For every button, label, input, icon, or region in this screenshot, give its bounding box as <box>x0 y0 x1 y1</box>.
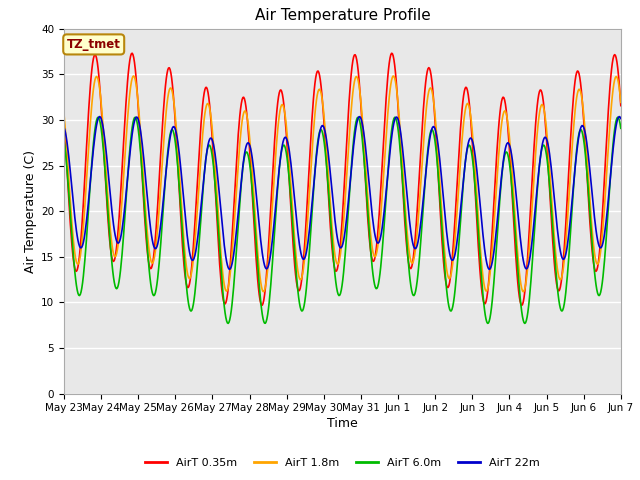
AirT 1.8m <box>617 99 625 105</box>
AirT 6.0m <box>185 301 193 307</box>
AirT 6.0m <box>60 137 68 143</box>
Legend: AirT 0.35m, AirT 1.8m, AirT 6.0m, AirT 22m: AirT 0.35m, AirT 1.8m, AirT 6.0m, AirT 2… <box>141 454 544 473</box>
X-axis label: Time: Time <box>327 418 358 431</box>
Title: Air Temperature Profile: Air Temperature Profile <box>255 9 430 24</box>
Text: TZ_tmet: TZ_tmet <box>67 38 121 51</box>
AirT 22m <box>214 179 222 184</box>
AirT 1.8m <box>428 85 435 91</box>
AirT 0.35m <box>411 240 419 246</box>
AirT 22m <box>617 116 625 121</box>
AirT 6.0m <box>214 223 222 229</box>
Line: AirT 0.35m: AirT 0.35m <box>64 53 621 305</box>
AirT 6.0m <box>428 128 435 133</box>
AirT 6.0m <box>70 261 78 267</box>
AirT 1.8m <box>130 73 138 79</box>
AirT 0.35m <box>128 50 136 56</box>
Line: AirT 22m: AirT 22m <box>64 117 621 269</box>
AirT 0.35m <box>214 238 222 243</box>
AirT 1.8m <box>411 251 419 257</box>
AirT 22m <box>60 124 68 130</box>
AirT 22m <box>226 266 234 272</box>
AirT 0.35m <box>428 72 435 78</box>
AirT 0.35m <box>518 302 525 308</box>
AirT 0.35m <box>127 51 135 57</box>
Line: AirT 1.8m: AirT 1.8m <box>64 76 621 292</box>
AirT 22m <box>128 132 136 137</box>
AirT 6.0m <box>411 291 419 297</box>
AirT 0.35m <box>70 262 78 267</box>
AirT 1.8m <box>214 210 222 216</box>
AirT 1.8m <box>185 275 193 281</box>
AirT 6.0m <box>521 321 529 326</box>
AirT 22m <box>185 244 193 250</box>
AirT 0.35m <box>185 284 193 289</box>
AirT 22m <box>428 126 436 132</box>
AirT 6.0m <box>128 125 136 131</box>
AirT 6.0m <box>94 114 102 120</box>
AirT 0.35m <box>60 117 68 123</box>
AirT 1.8m <box>127 79 135 85</box>
AirT 1.8m <box>520 289 527 295</box>
AirT 22m <box>70 207 78 213</box>
Y-axis label: Air Temperature (C): Air Temperature (C) <box>24 150 37 273</box>
Line: AirT 6.0m: AirT 6.0m <box>64 117 621 324</box>
AirT 22m <box>412 246 419 252</box>
AirT 6.0m <box>617 125 625 131</box>
AirT 1.8m <box>70 244 78 250</box>
AirT 0.35m <box>617 103 625 108</box>
AirT 1.8m <box>60 111 68 117</box>
AirT 22m <box>96 114 104 120</box>
